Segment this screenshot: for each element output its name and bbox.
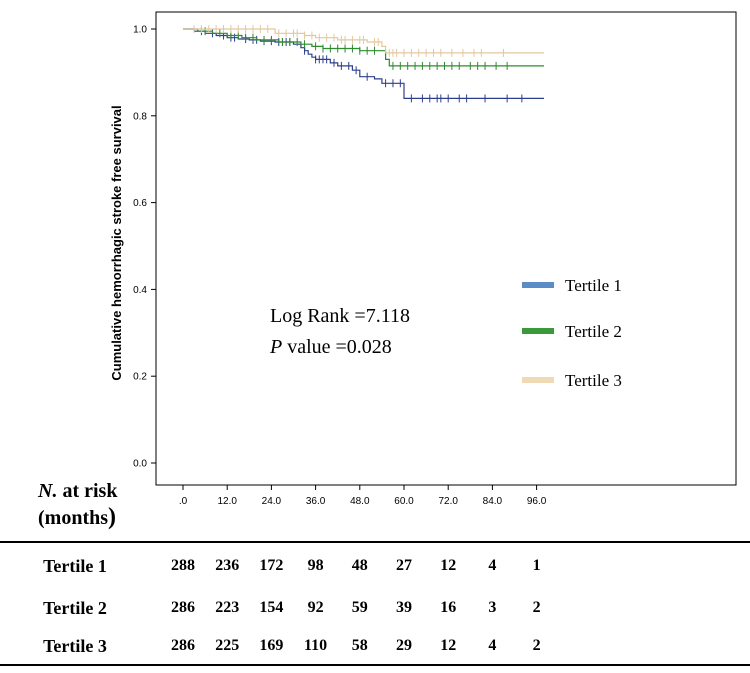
risk-count-cell: 2 [532,599,541,616]
risk-row-label: Tertile 1 [43,556,107,576]
x-tick-label-6: 72.0 [438,496,458,507]
legend-label-tertile-3: Tertile 3 [565,371,622,390]
risk-count-cell: 4 [488,637,497,654]
y-tick-label-4: 0.8 [133,111,147,122]
p-value-text: P value =0.028 [269,336,392,358]
risk-count-cell: 236 [215,557,240,574]
risk-table-bottom-rule [0,664,750,666]
risk-count-cell: 172 [259,557,284,574]
x-tick-label-4: 48.0 [350,496,370,507]
km-chart: 0.0 0.2 0.4 0.6 0.8 1.0 .0 12.0 24.0 36.0 48.0 60.0… [109,11,737,507]
risk-count-cell: 39 [396,599,412,616]
series-group [183,25,544,103]
risk-row-tertile-3: Tertile 3 286 225 169 110 58 29 12 4 2 [0,634,750,658]
axes-group: 0.0 0.2 0.4 0.6 0.8 1.0 .0 12.0 24.0 36.0 48.0 60.0… [133,11,737,507]
log-rank-text: Log Rank =7.118 [270,305,410,327]
p-italic: P [269,336,282,358]
risk-heading-paren: ) [108,504,117,530]
x-tick-label-8: 96.0 [527,496,547,507]
risk-table-top-rule [0,541,750,543]
legend: Tertile 1 Tertile 2 Tertile 3 [522,276,622,390]
legend-label-tertile-2: Tertile 2 [565,322,622,341]
risk-row-label: Tertile 3 [43,636,107,656]
y-axis-label: Cumulative hemorrhagic stroke free survi… [109,105,124,380]
y-tick-label-2: 0.4 [133,285,147,296]
legend-label-tertile-1: Tertile 1 [565,276,622,295]
risk-count-cell: 2 [532,637,541,654]
risk-count-cell: 225 [215,637,240,654]
x-tick-label-0: .0 [179,496,188,507]
risk-count-cell: 58 [351,637,368,654]
risk-table-heading: N. at risk (months) [38,478,117,531]
annotation-box: Log Rank =7.118 P value =0.028 [269,305,410,358]
risk-count-cell: 223 [215,599,240,616]
risk-heading-line-1: N. at risk [38,478,117,504]
risk-count-cell: 154 [259,599,284,616]
risk-count-cell: 92 [307,599,324,616]
risk-row-label: Tertile 2 [43,598,107,618]
risk-count-cell: 110 [304,637,328,654]
survival-curve-tertile-3 [183,28,544,54]
series-tertile-2 [183,27,544,70]
legend-swatch-tertile-3 [522,377,554,383]
risk-count-cell: 27 [396,557,412,574]
risk-row-tertile-1: Tertile 1 288 236 172 98 48 27 12 4 1 [0,554,750,578]
p-value-rest: value =0.028 [282,336,392,358]
legend-swatch-tertile-1 [522,282,554,288]
risk-count-cell: 12 [440,557,457,574]
x-tick-label-7: 84.0 [483,496,503,507]
risk-count-cell: 286 [171,637,195,654]
x-tick-label-5: 60.0 [394,496,414,507]
series-tertile-3 [183,25,544,57]
y-tick-label-1: 0.2 [133,372,147,383]
risk-count-cell: 12 [440,637,457,654]
x-tick-label-3: 36.0 [306,496,326,507]
survival-curve-tertile-2 [183,28,544,67]
risk-count-cell: 288 [171,557,195,574]
risk-count-cell: 169 [259,637,284,654]
y-tick-label-3: 0.6 [133,198,147,209]
risk-count-cell: 98 [307,557,324,574]
y-tick-label-0: 0.0 [133,459,147,470]
risk-count-cell: 29 [396,637,412,654]
risk-heading-line-2: (months) [38,504,117,531]
risk-heading-rest: at risk [57,480,118,502]
risk-heading-n: N. [38,480,58,502]
legend-item-tertile-3: Tertile 3 [522,371,622,390]
risk-count-cell: 286 [171,599,195,616]
legend-item-tertile-1: Tertile 1 [522,276,622,295]
risk-count-cell: 1 [532,557,541,574]
risk-count-cell: 48 [351,557,368,574]
risk-count-cell: 3 [488,599,497,616]
x-tick-label-2: 24.0 [262,496,282,507]
risk-count-cell: 4 [488,557,497,574]
risk-count-cell: 16 [440,599,457,616]
risk-count-cell: 59 [351,599,368,616]
y-tick-label-5: 1.0 [133,25,147,36]
risk-row-tertile-2: Tertile 2 286 223 154 92 59 39 16 3 2 [0,596,750,620]
legend-swatch-tertile-2 [522,328,554,334]
legend-item-tertile-2: Tertile 2 [522,322,622,341]
plot-frame [155,11,737,486]
risk-heading-months: (months [38,507,109,529]
x-tick-label-1: 12.0 [217,496,237,507]
